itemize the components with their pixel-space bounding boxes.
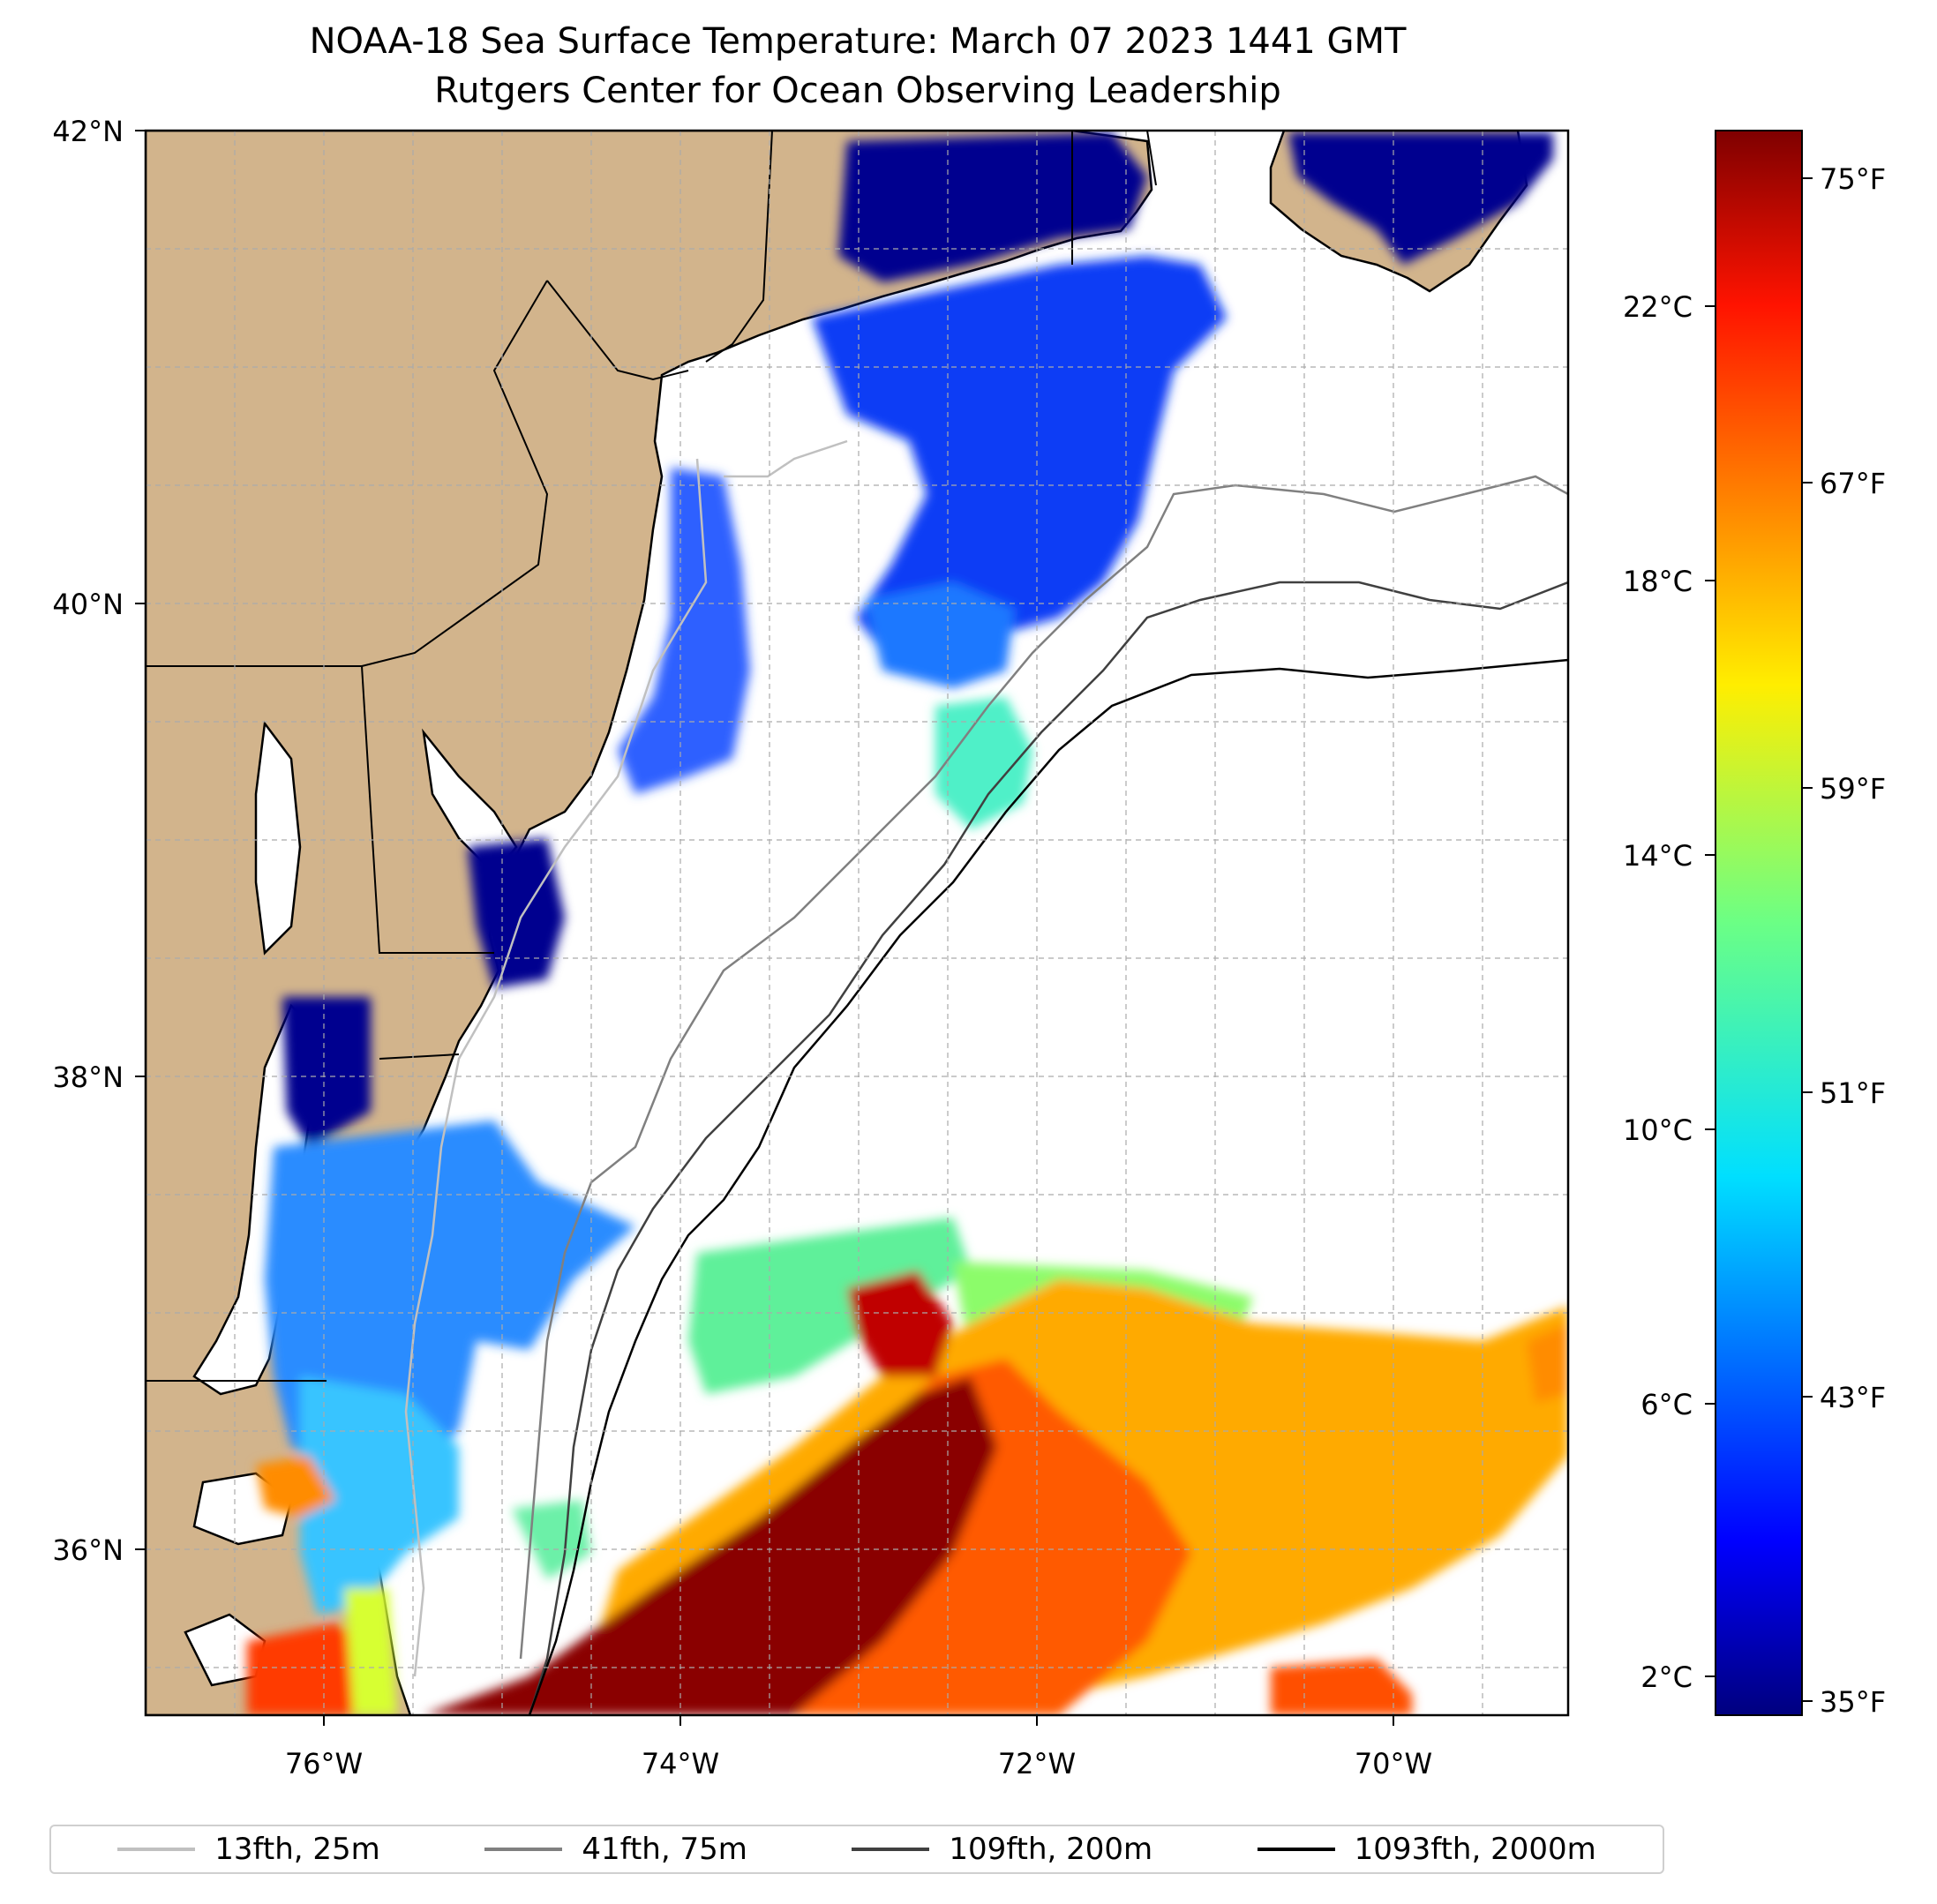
legend-item-200m: 109fth, 200m — [852, 1832, 1152, 1867]
colorbar-fahrenheit-label: 59°F — [1820, 772, 1886, 806]
lat-tick-label: 38°N — [52, 1061, 124, 1094]
legend-label: 13fth, 25m — [214, 1832, 380, 1867]
colorbar-fahrenheit-label: 67°F — [1820, 467, 1886, 500]
lat-tick-label: 40°N — [52, 588, 124, 621]
bathymetry-contours — [404, 439, 1568, 1715]
colorbar-celsius-label: 18°C — [1623, 565, 1693, 598]
axis-ticks — [135, 130, 1394, 1726]
state-borders — [146, 131, 1157, 1382]
colorbar-celsius-label: 22°C — [1623, 290, 1693, 324]
lon-tick-label: 74°W — [642, 1747, 719, 1780]
legend-label: 41fth, 75m — [582, 1832, 747, 1867]
legend-item-25m: 13fth, 25m — [117, 1832, 380, 1867]
colorbar-fahrenheit-label: 35°F — [1820, 1685, 1886, 1719]
map-frame — [144, 129, 1570, 1717]
colorbar-fahrenheit-label: 51°F — [1820, 1076, 1886, 1110]
colorbar-fahrenheit-label: 75°F — [1820, 162, 1886, 196]
lat-tick-label: 42°N — [52, 115, 124, 148]
map-subtitle: Rutgers Center for Ocean Observing Leade… — [434, 71, 1281, 111]
sst-data — [247, 132, 1568, 1715]
map-title: NOAA-18 Sea Surface Temperature: March 0… — [309, 21, 1407, 62]
colorbar — [1715, 130, 1803, 1716]
map-area — [146, 131, 1568, 1715]
legend-label: 1093fth, 2000m — [1354, 1832, 1596, 1867]
colorbar-ticks — [1705, 177, 1813, 1702]
contour-legend: 13fth, 25m 41fth, 75m 109fth, 200m 1093f… — [49, 1825, 1664, 1874]
colorbar-celsius-label: 6°C — [1640, 1388, 1693, 1421]
lon-tick-label: 70°W — [1355, 1747, 1432, 1780]
lon-tick-label: 76°W — [285, 1747, 363, 1780]
colorbar-fahrenheit-label: 43°F — [1820, 1381, 1886, 1414]
legend-line-swatch — [1257, 1848, 1335, 1851]
legend-line-swatch — [484, 1848, 563, 1851]
gridlines — [146, 131, 1568, 1715]
legend-item-2000m: 1093fth, 2000m — [1257, 1832, 1596, 1867]
colorbar-celsius-label: 2°C — [1640, 1660, 1693, 1694]
lat-tick-label: 36°N — [52, 1533, 124, 1567]
legend-line-swatch — [117, 1848, 196, 1851]
legend-item-75m: 41fth, 75m — [484, 1832, 747, 1867]
legend-line-swatch — [852, 1848, 930, 1851]
colorbar-celsius-label: 10°C — [1623, 1113, 1693, 1147]
lon-tick-label: 72°W — [998, 1747, 1076, 1780]
colorbar-celsius-label: 14°C — [1623, 839, 1693, 873]
legend-label: 109fth, 200m — [949, 1832, 1153, 1867]
